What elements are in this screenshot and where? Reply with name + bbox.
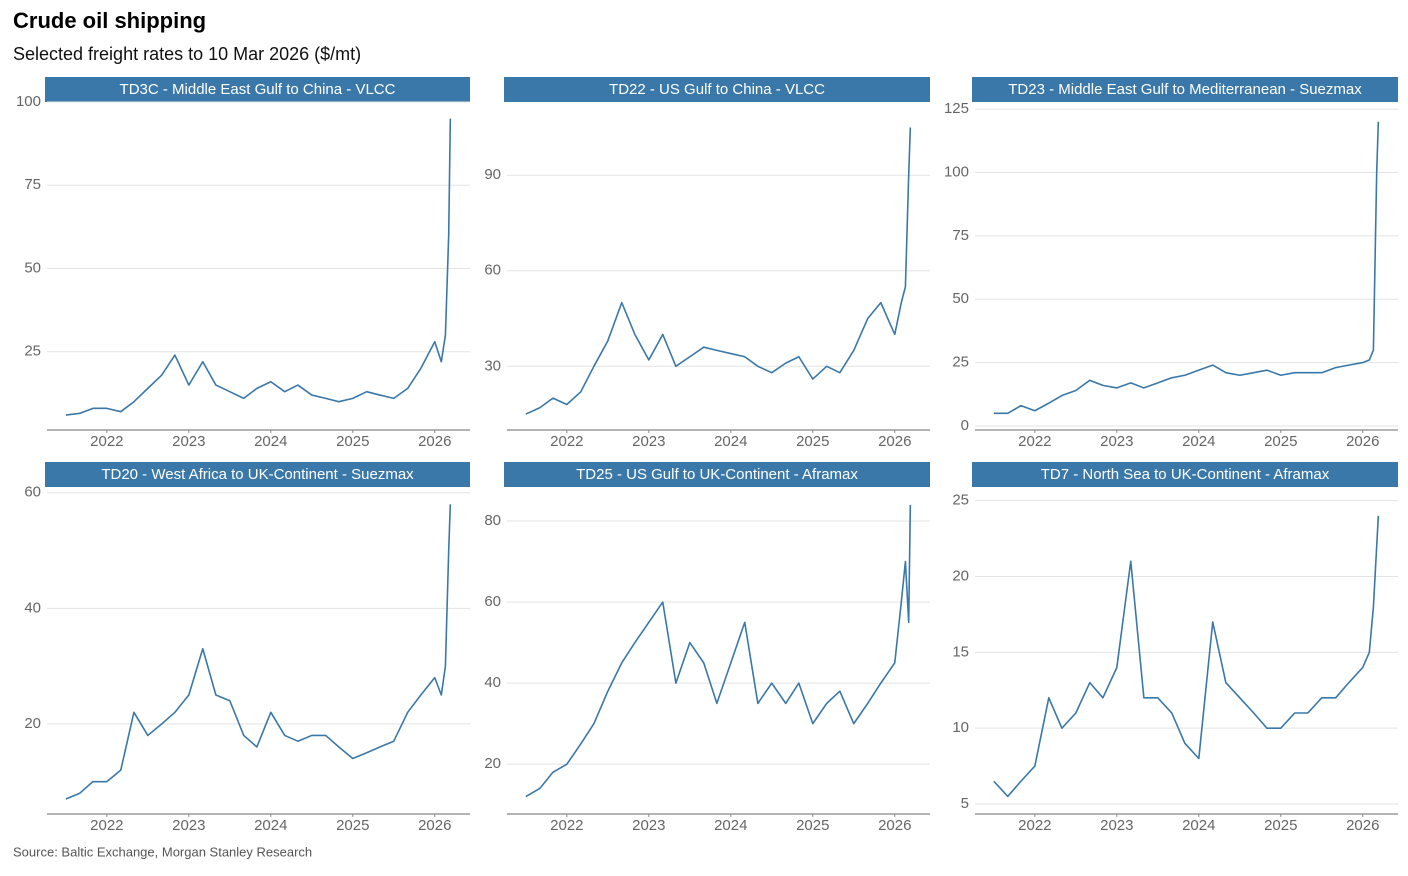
y-tick-label: 30 [484, 357, 501, 374]
series-line [525, 127, 912, 415]
panel-title: TD22 - US Gulf to China - VLCC [609, 81, 825, 98]
y-tick-label: 50 [952, 290, 969, 307]
x-tick-label: 2022 [90, 433, 123, 450]
y-tick-label: 5 [961, 795, 969, 812]
x-tick-label: 2022 [550, 433, 583, 450]
x-tick-label: 2025 [1264, 817, 1297, 834]
panel-title: TD7 - North Sea to UK-Continent - Aframa… [1041, 466, 1330, 483]
x-tick-label: 2024 [714, 817, 747, 834]
x-tick-label: 2025 [336, 433, 369, 450]
x-tick-label: 2023 [172, 817, 205, 834]
panel-header [504, 462, 930, 487]
x-tick-label: 2023 [632, 433, 665, 450]
x-tick-label: 2025 [796, 817, 829, 834]
y-tick-label: 100 [944, 163, 969, 180]
y-tick-label: 20 [24, 715, 41, 732]
x-tick-label: 2024 [714, 433, 747, 450]
x-tick-label: 2026 [1346, 817, 1379, 834]
panel-title: TD20 - West Africa to UK-Continent - Sue… [101, 466, 414, 483]
y-tick-label: 0 [961, 417, 969, 434]
x-tick-label: 2022 [550, 817, 583, 834]
series-line [65, 118, 452, 416]
panel-header [972, 77, 1398, 102]
series-line [993, 121, 1380, 415]
y-tick-label: 25 [952, 354, 969, 371]
panel-header [45, 462, 470, 487]
y-tick-label: 15 [952, 643, 969, 660]
y-tick-label: 75 [24, 176, 41, 193]
x-tick-label: 2024 [1182, 817, 1215, 834]
panel-title: TD25 - US Gulf to UK-Continent - Aframax [576, 466, 858, 483]
y-tick-label: 20 [952, 567, 969, 584]
x-tick-label: 2025 [336, 817, 369, 834]
y-tick-label: 60 [484, 593, 501, 610]
source-note: Source: Baltic Exchange, Morgan Stanley … [13, 844, 312, 859]
panel-title: TD3C - Middle East Gulf to China - VLCC [120, 81, 396, 98]
x-tick-label: 2022 [90, 817, 123, 834]
panel-header [972, 462, 1398, 487]
y-tick-label: 50 [24, 259, 41, 276]
x-tick-label: 2022 [1018, 817, 1051, 834]
y-tick-label: 100 [16, 93, 41, 110]
x-tick-label: 2026 [1346, 433, 1379, 450]
x-tick-label: 2023 [632, 817, 665, 834]
y-tick-label: 40 [24, 599, 41, 616]
x-tick-label: 2025 [796, 433, 829, 450]
x-tick-label: 2026 [418, 817, 451, 834]
x-tick-label: 2023 [1100, 817, 1133, 834]
x-tick-label: 2024 [1182, 433, 1215, 450]
x-tick-label: 2026 [418, 433, 451, 450]
y-tick-label: 125 [944, 100, 969, 117]
y-tick-label: 10 [952, 719, 969, 736]
y-tick-label: 40 [484, 674, 501, 691]
x-tick-label: 2024 [254, 433, 287, 450]
y-tick-label: 90 [484, 166, 501, 183]
x-tick-label: 2025 [1264, 433, 1297, 450]
series-line [65, 504, 452, 800]
page-title: Crude oil shipping [13, 8, 206, 33]
x-tick-label: 2022 [1018, 433, 1051, 450]
y-tick-label: 60 [484, 262, 501, 279]
page-subtitle: Selected freight rates to 10 Mar 2026 ($… [13, 44, 361, 64]
panel-title: TD23 - Middle East Gulf to Mediterranean… [1008, 81, 1362, 98]
x-tick-label: 2023 [172, 433, 205, 450]
y-tick-label: 75 [952, 227, 969, 244]
x-tick-label: 2026 [878, 433, 911, 450]
y-tick-label: 25 [24, 343, 41, 360]
panel-header [45, 77, 470, 102]
x-tick-label: 2024 [254, 817, 287, 834]
panel-header [504, 77, 930, 102]
y-tick-label: 80 [484, 512, 501, 529]
y-tick-label: 20 [484, 755, 501, 772]
y-tick-label: 60 [24, 484, 41, 501]
y-tick-label: 25 [952, 492, 969, 509]
series-line [525, 504, 912, 798]
x-tick-label: 2026 [878, 817, 911, 834]
x-tick-label: 2023 [1100, 433, 1133, 450]
series-line [993, 515, 1380, 798]
